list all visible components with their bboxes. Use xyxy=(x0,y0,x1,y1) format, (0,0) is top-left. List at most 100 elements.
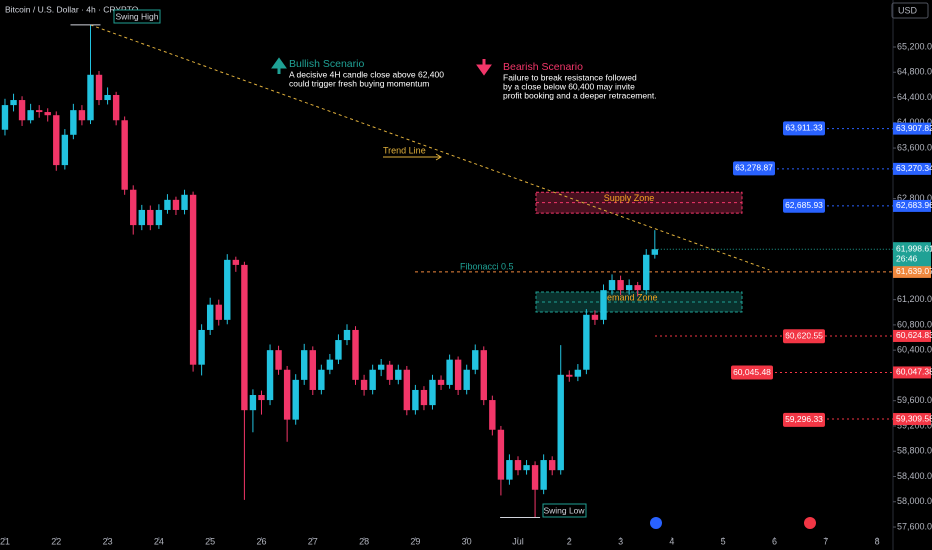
candle-body xyxy=(121,120,128,190)
swing-box xyxy=(113,9,161,24)
candle-body xyxy=(600,290,607,320)
candle-body xyxy=(412,389,419,411)
candle-body xyxy=(489,400,496,430)
x-tick-label: 25 xyxy=(205,536,215,546)
y-tick-label: 59,600.00 xyxy=(897,395,932,405)
candle-body xyxy=(70,110,77,135)
candle-body xyxy=(497,429,505,480)
x-tick-label: 22 xyxy=(51,536,61,546)
bearish-title: Bearish Scenario xyxy=(503,61,583,73)
candle-body xyxy=(557,374,564,471)
candle-body xyxy=(403,369,411,411)
candle-body xyxy=(104,94,111,101)
candle-body xyxy=(292,379,299,420)
swing-box xyxy=(542,503,587,518)
candle-body xyxy=(181,194,188,210)
y-tick-label: 60,800.00 xyxy=(897,319,932,329)
candle-body xyxy=(172,199,180,210)
bullish-text: A decisive 4H candle close above 62,400 xyxy=(289,69,444,79)
event-icon[interactable] xyxy=(804,517,816,529)
candle-body xyxy=(549,460,556,471)
candle-body xyxy=(275,350,282,370)
candle-body xyxy=(147,209,154,226)
candle-body xyxy=(18,100,26,121)
x-tick-label: 26 xyxy=(256,536,266,546)
candle-body xyxy=(617,280,624,291)
y-tick-label: 61,200.00 xyxy=(897,294,932,304)
x-tick-label: 6 xyxy=(772,536,777,546)
level-label: 60,045.48 xyxy=(733,367,771,377)
candle-body xyxy=(95,74,103,101)
candle-body xyxy=(352,329,359,380)
x-tick-label: 24 xyxy=(154,536,164,546)
axis-price: 61,639.07 xyxy=(896,266,932,276)
y-tick-label: 62,800.00 xyxy=(897,193,932,203)
candle-body xyxy=(463,369,470,390)
candle-body xyxy=(78,110,86,121)
candle-body xyxy=(634,285,641,291)
candle-body xyxy=(35,110,43,113)
candle-body xyxy=(44,112,51,116)
axis-price: 63,907.82 xyxy=(896,123,932,133)
y-tick-label: 63,600.00 xyxy=(897,142,932,152)
x-tick-label: 27 xyxy=(308,536,318,546)
y-tick-label: 60,400.00 xyxy=(897,345,932,355)
y-tick-label: 58,800.00 xyxy=(897,446,932,456)
bearish-text: by a close below 60,400 may invite xyxy=(503,81,635,91)
countdown: 26:46 xyxy=(896,253,918,263)
candle-body xyxy=(437,379,445,385)
bullish-text: could trigger fresh buying momentum xyxy=(289,78,429,88)
x-tick-label: 28 xyxy=(359,536,369,546)
candle-body xyxy=(318,369,325,390)
candle-body xyxy=(531,465,539,490)
candle-body xyxy=(326,359,334,370)
x-tick-label: Jul xyxy=(512,536,524,546)
event-icon[interactable] xyxy=(650,517,662,529)
currency[interactable]: USD xyxy=(898,5,918,15)
x-tick-label: 21 xyxy=(0,536,10,546)
trend-line-label: Trend Line xyxy=(383,145,426,155)
candle-body xyxy=(608,280,616,291)
bearish-icon xyxy=(476,59,492,76)
candle-body xyxy=(112,94,120,121)
x-tick-label: 8 xyxy=(875,536,880,546)
price-box xyxy=(893,329,931,342)
axis-price: 61,998.61 xyxy=(896,243,932,253)
currency-box[interactable] xyxy=(891,2,929,19)
swing-low-label: Swing Low xyxy=(543,505,585,515)
candle-body xyxy=(10,100,17,106)
candle-body xyxy=(258,395,265,401)
candle-body xyxy=(540,460,547,490)
bearish-text: Failure to break resistance followed xyxy=(503,72,637,82)
price-box xyxy=(893,242,931,267)
y-tick-label: 64,000.00 xyxy=(897,117,932,127)
candle-body xyxy=(155,209,163,226)
candle-body xyxy=(377,364,385,370)
level-box xyxy=(783,198,825,213)
candle-body xyxy=(1,105,9,130)
candle-body xyxy=(583,314,590,370)
candle-body xyxy=(523,465,530,471)
candle-body xyxy=(472,350,479,370)
fib-label: Fibonacci 0.5 xyxy=(460,261,514,271)
level-box xyxy=(783,412,825,427)
trend-line xyxy=(90,24,770,271)
candle-body xyxy=(87,74,94,121)
level-label: 63,911.33 xyxy=(785,123,822,133)
x-tick-label: 3 xyxy=(618,536,623,546)
zone-label: Supply Zone xyxy=(604,193,655,203)
level-label: 60,620.55 xyxy=(785,330,823,340)
level-box xyxy=(783,121,825,136)
candle-body xyxy=(429,379,436,406)
y-tick-label: 64,800.00 xyxy=(897,67,932,77)
x-tick-label: 5 xyxy=(721,536,726,546)
level-label: 62,685.93 xyxy=(785,200,823,210)
x-tick-label: 29 xyxy=(410,536,420,546)
y-tick-label: 65,200.00 xyxy=(897,41,932,51)
candle-body xyxy=(343,329,351,341)
axis-price: 59,309.58 xyxy=(896,413,932,423)
candle-body xyxy=(130,189,137,226)
y-tick-label: 58,000.00 xyxy=(897,496,932,506)
candle-body xyxy=(283,369,291,420)
candle-body xyxy=(506,460,513,480)
